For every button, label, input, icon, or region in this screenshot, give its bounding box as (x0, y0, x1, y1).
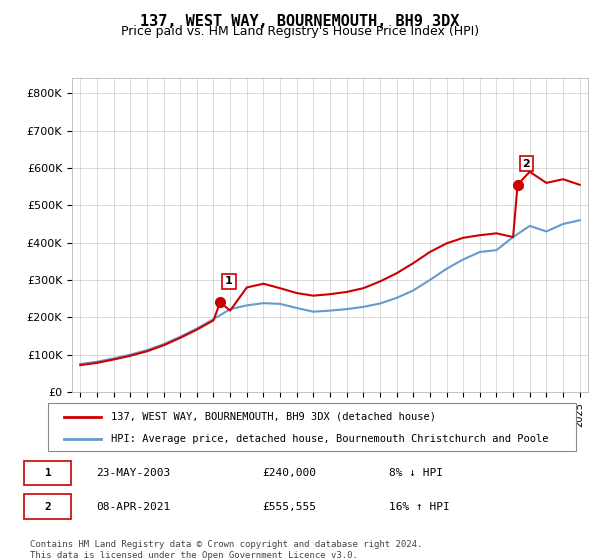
Text: 1: 1 (45, 468, 52, 478)
Text: 2: 2 (523, 158, 530, 169)
Text: 16% ↑ HPI: 16% ↑ HPI (389, 502, 449, 511)
Text: 23-MAY-2003: 23-MAY-2003 (96, 468, 170, 478)
Text: 2: 2 (45, 502, 52, 511)
FancyBboxPatch shape (25, 461, 71, 486)
Text: Contains HM Land Registry data © Crown copyright and database right 2024.
This d: Contains HM Land Registry data © Crown c… (30, 540, 422, 560)
Text: 8% ↓ HPI: 8% ↓ HPI (389, 468, 443, 478)
Text: HPI: Average price, detached house, Bournemouth Christchurch and Poole: HPI: Average price, detached house, Bour… (112, 434, 549, 444)
Text: £555,555: £555,555 (262, 502, 316, 511)
Text: Price paid vs. HM Land Registry's House Price Index (HPI): Price paid vs. HM Land Registry's House … (121, 25, 479, 38)
Text: 1: 1 (225, 277, 233, 287)
Text: £240,000: £240,000 (262, 468, 316, 478)
Text: 137, WEST WAY, BOURNEMOUTH, BH9 3DX: 137, WEST WAY, BOURNEMOUTH, BH9 3DX (140, 14, 460, 29)
Text: 08-APR-2021: 08-APR-2021 (96, 502, 170, 511)
FancyBboxPatch shape (48, 403, 576, 451)
Text: 137, WEST WAY, BOURNEMOUTH, BH9 3DX (detached house): 137, WEST WAY, BOURNEMOUTH, BH9 3DX (det… (112, 412, 436, 422)
FancyBboxPatch shape (25, 494, 71, 519)
